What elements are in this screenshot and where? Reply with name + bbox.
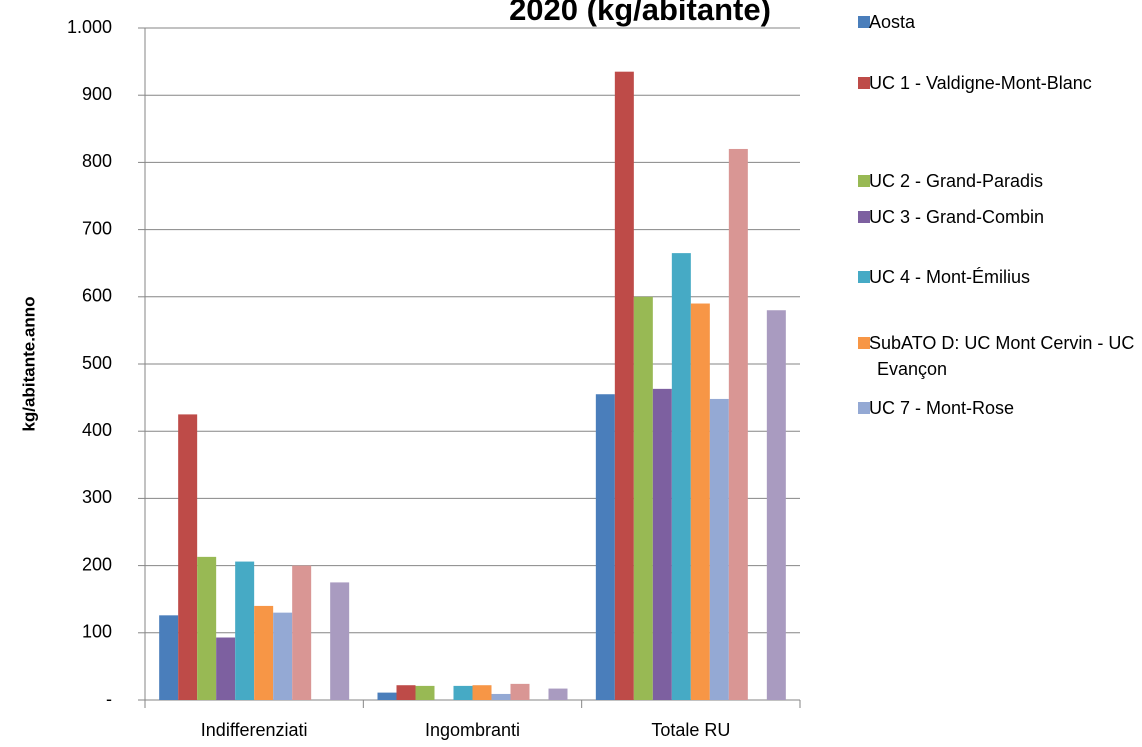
bar (453, 685, 473, 700)
bar (491, 693, 511, 700)
x-tick-label: Indifferenziati (201, 720, 308, 740)
bar (614, 71, 634, 701)
bar (652, 388, 672, 700)
legend-entry: Aosta (858, 9, 1138, 35)
legend-label: UC 3 - Grand-Combin (869, 207, 1045, 227)
bar (633, 296, 653, 700)
bar (415, 685, 435, 700)
legend-swatch (858, 271, 870, 283)
x-tick-label: Totale RU (651, 720, 730, 740)
bar (472, 685, 492, 700)
bar (178, 414, 198, 700)
y-axis-label: kg/abitante.anno (19, 296, 38, 431)
y-tick-label: 1.000 (67, 17, 112, 37)
bar (766, 310, 786, 700)
legend-label: UC 7 - Mont-Rose (869, 398, 1015, 418)
legend-entry: UC 7 - Mont-Rose (858, 395, 1138, 421)
legend-entry: SubATO D: UC Mont Cervin - UC Evançon (858, 330, 1138, 382)
legend-swatch (858, 16, 870, 28)
legend-swatch (858, 211, 870, 223)
x-tick-label: Ingombranti (425, 720, 520, 740)
bar (377, 692, 397, 700)
bar (595, 394, 615, 700)
y-tick-label: - (106, 689, 112, 709)
y-tick-label: 300 (82, 487, 112, 507)
legend-swatch (858, 337, 870, 349)
y-tick-label: 700 (82, 218, 112, 238)
bar (709, 398, 729, 700)
legend-entry: UC 1 - Valdigne-Mont-Blanc (858, 70, 1138, 96)
bar (396, 685, 416, 700)
bar (671, 253, 691, 700)
bar (273, 612, 293, 700)
bar (235, 561, 255, 700)
legend-entry: UC 4 - Mont-Émilius (858, 264, 1138, 290)
y-tick-label: 900 (82, 84, 112, 104)
y-tick-label: 400 (82, 420, 112, 440)
bar (548, 688, 568, 700)
chart-title: 2020 (kg/abitante) (509, 0, 771, 27)
legend-label: UC 4 - Mont-Émilius (869, 267, 1031, 287)
y-tick-label: 500 (82, 353, 112, 373)
y-tick-label: 100 (82, 622, 112, 642)
legend-entry: UC 3 - Grand-Combin (858, 204, 1138, 230)
legend-swatch (858, 175, 870, 187)
bar (159, 615, 179, 700)
bar (728, 148, 748, 700)
legend-label: UC 2 - Grand-Paradis (869, 171, 1044, 191)
legend-swatch (858, 402, 870, 414)
bar (292, 565, 312, 700)
y-tick-label: 600 (82, 286, 112, 306)
bar (330, 582, 350, 700)
bar (690, 303, 710, 700)
legend-label: Aosta (869, 12, 916, 32)
y-tick-label: 800 (82, 151, 112, 171)
bar (254, 605, 274, 700)
legend-entry: UC 2 - Grand-Paradis (858, 168, 1138, 194)
bar (216, 637, 236, 700)
legend-label: SubATO D: UC Mont Cervin - UC Evançon (869, 333, 1135, 379)
legend-label: UC 1 - Valdigne-Mont-Blanc (869, 73, 1092, 93)
y-tick-label: 200 (82, 554, 112, 574)
bar (510, 683, 530, 700)
legend-swatch (858, 77, 870, 89)
bar (197, 556, 217, 700)
